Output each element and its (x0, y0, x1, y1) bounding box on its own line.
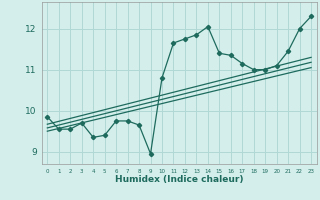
X-axis label: Humidex (Indice chaleur): Humidex (Indice chaleur) (115, 175, 244, 184)
